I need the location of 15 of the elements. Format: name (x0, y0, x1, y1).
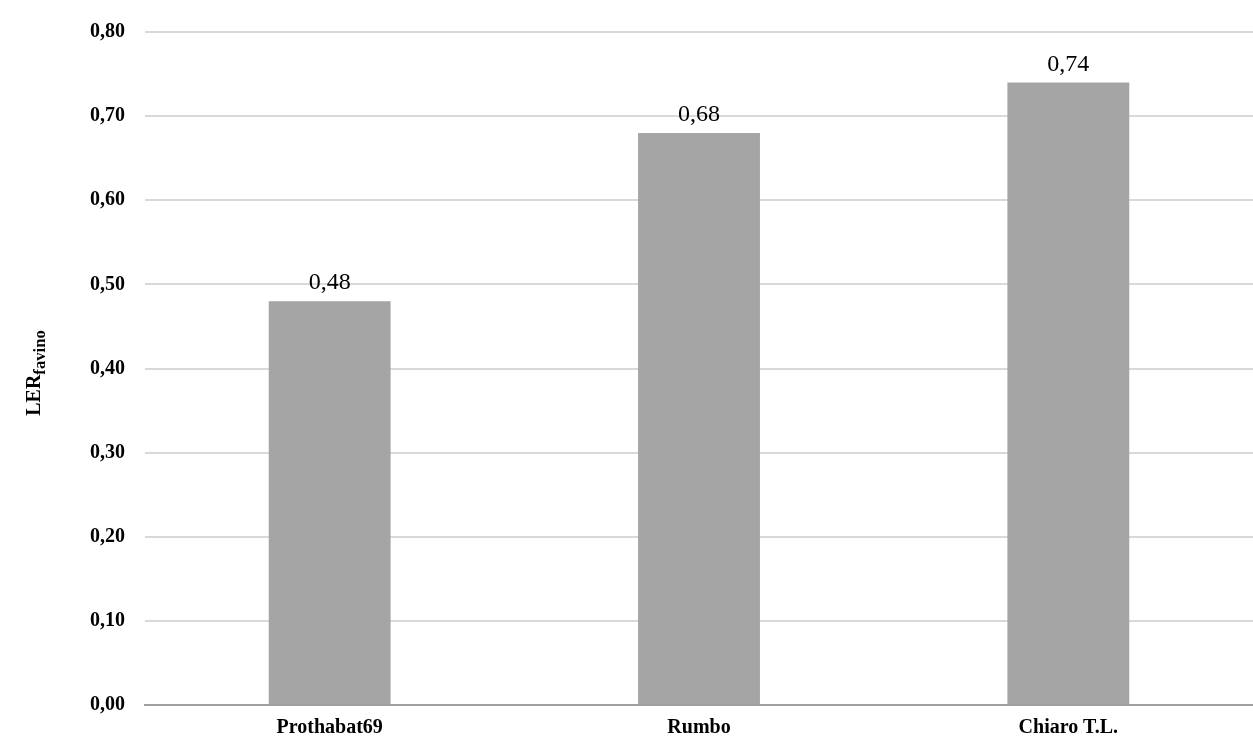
y-tick-label: 0,50 (90, 271, 125, 294)
y-tick-label: 0,10 (90, 608, 125, 631)
x-tick-label: Rumbo (667, 715, 731, 738)
y-tick-label: 0,00 (90, 692, 125, 715)
data-label: 0,74 (1047, 49, 1090, 76)
data-label: 0,68 (678, 100, 720, 127)
y-tick-label: 0,70 (90, 103, 125, 126)
y-tick-label: 0,60 (90, 187, 125, 210)
y-tick-label: 0,40 (90, 355, 125, 378)
y-tick-label: 0,20 (90, 523, 125, 546)
y-tick-label: 0,80 (90, 19, 125, 42)
y-tick-label: 0,30 (90, 439, 125, 462)
x-tick-label: Chiaro T.L. (1018, 715, 1119, 738)
data-label: 0,48 (308, 268, 351, 295)
x-tick-label: Prothabat69 (276, 715, 383, 738)
